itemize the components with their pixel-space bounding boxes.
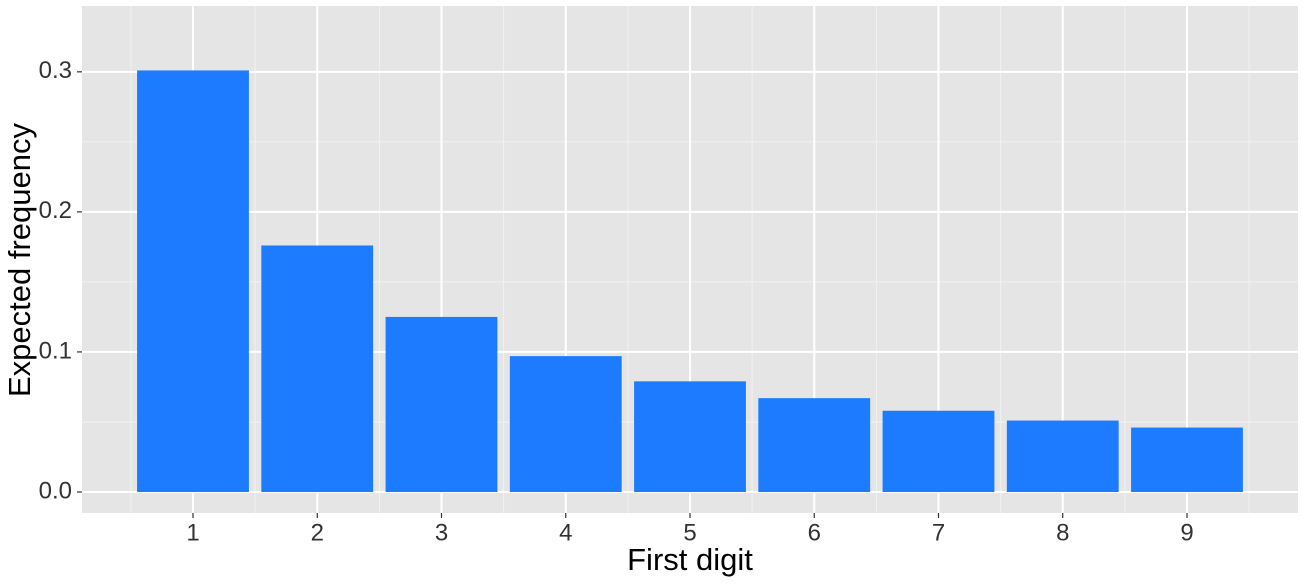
bar	[509, 356, 622, 492]
bar	[261, 245, 374, 492]
x-tick-label: 6	[808, 519, 821, 546]
y-tick-label: 0.0	[39, 477, 72, 504]
y-axis-title: Expected frequency	[2, 123, 37, 398]
bar	[1006, 420, 1119, 492]
bar	[1131, 427, 1243, 492]
y-tick-label: 0.2	[39, 197, 72, 224]
bar	[634, 381, 746, 492]
x-tick-label: 8	[1056, 519, 1069, 546]
y-tick-label: 0.3	[39, 57, 72, 84]
x-axis-title: First digit	[627, 542, 753, 577]
x-tick-label: 4	[559, 519, 572, 546]
bar	[385, 316, 498, 492]
bar	[758, 398, 871, 492]
y-tick-label: 0.1	[39, 337, 72, 364]
x-tick-label: 5	[683, 519, 696, 546]
x-tick-label: 1	[186, 519, 199, 546]
x-tick-label: 3	[435, 519, 448, 546]
x-tick-label: 7	[932, 519, 945, 546]
x-tick-label: 2	[311, 519, 324, 546]
x-tick-label: 9	[1180, 519, 1193, 546]
marks	[137, 70, 1243, 492]
bar	[882, 410, 995, 492]
bar	[137, 70, 249, 492]
